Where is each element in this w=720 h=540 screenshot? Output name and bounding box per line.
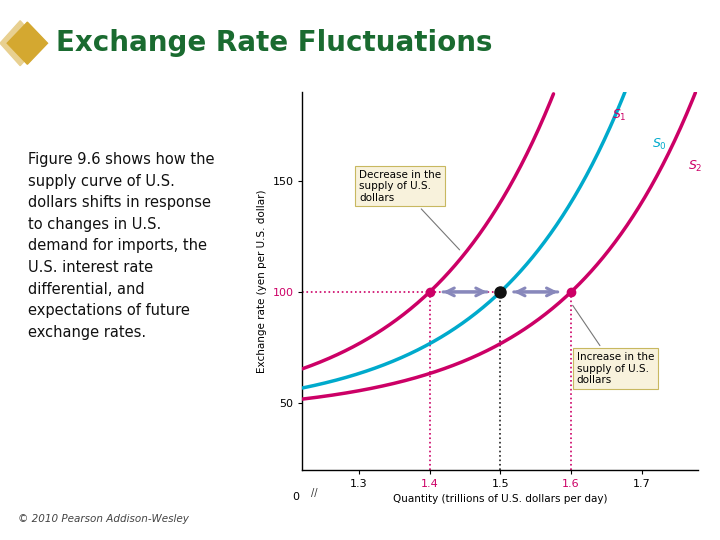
- Text: Increase in the
supply of U.S.
dollars: Increase in the supply of U.S. dollars: [572, 305, 654, 385]
- Polygon shape: [0, 21, 40, 66]
- Text: //: //: [311, 488, 318, 497]
- Polygon shape: [7, 22, 48, 64]
- X-axis label: Quantity (trillions of U.S. dollars per day): Quantity (trillions of U.S. dollars per …: [393, 495, 608, 504]
- Text: Figure 9.6 shows how the
supply curve of U.S.
dollars shifts in response
to chan: Figure 9.6 shows how the supply curve of…: [28, 152, 215, 340]
- Text: $\it{S}_1$: $\it{S}_1$: [612, 108, 626, 123]
- Text: $\it{S}_0$: $\it{S}_0$: [652, 137, 667, 152]
- Y-axis label: Exchange rate (yen per U.S. dollar): Exchange rate (yen per U.S. dollar): [257, 189, 267, 373]
- Text: © 2010 Pearson Addison-Wesley: © 2010 Pearson Addison-Wesley: [18, 514, 189, 524]
- Text: Exchange Rate Fluctuations: Exchange Rate Fluctuations: [56, 29, 492, 57]
- Text: 0: 0: [292, 492, 299, 502]
- Text: $\it{S}_2$: $\it{S}_2$: [688, 159, 702, 174]
- Text: Decrease in the
supply of U.S.
dollars: Decrease in the supply of U.S. dollars: [359, 170, 459, 250]
